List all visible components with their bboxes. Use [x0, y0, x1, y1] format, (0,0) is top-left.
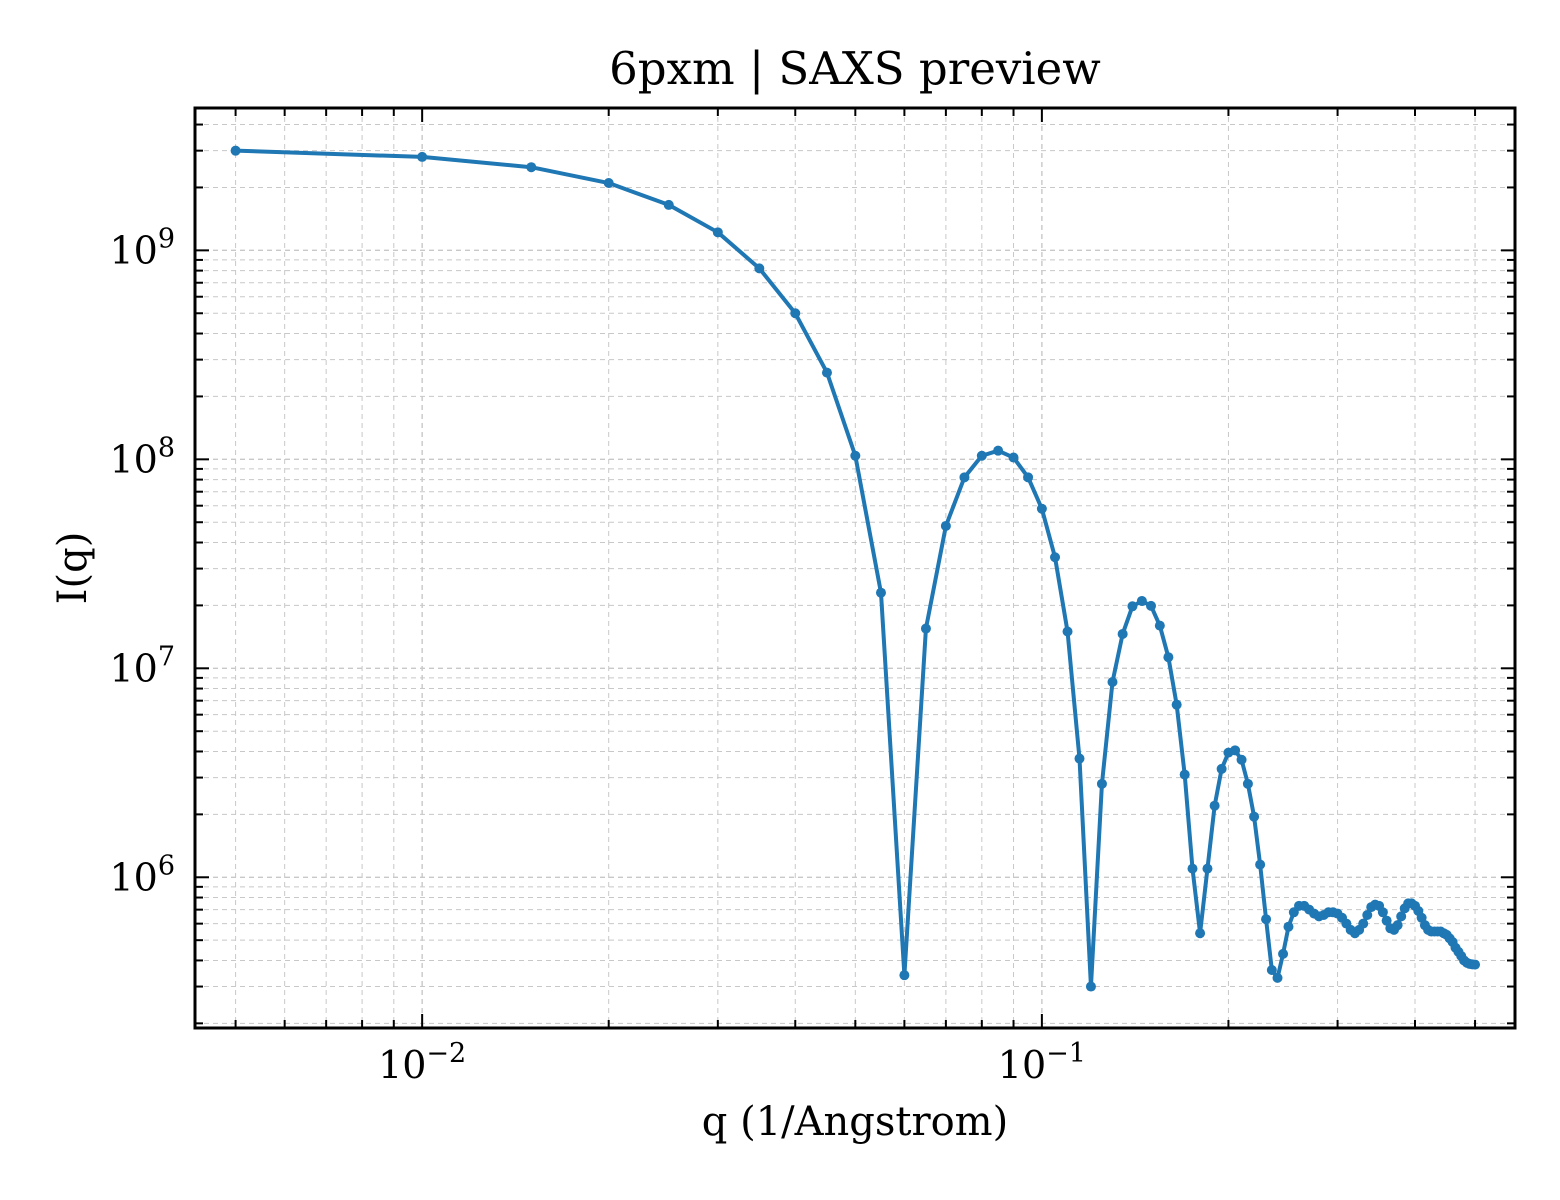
y-tick-label: 109: [109, 223, 175, 272]
x-tick-label: 10−1: [998, 1038, 1086, 1087]
data-point: [875, 587, 886, 598]
tick-labels: 10−2 10−1 106 107 108 109: [109, 223, 1086, 1087]
data-point: [1358, 918, 1369, 929]
data-point: [1255, 859, 1266, 870]
x-axis-label: q (1/Angstrom): [702, 1099, 1008, 1145]
data-point: [1171, 699, 1182, 710]
data-point: [821, 367, 832, 378]
data-point: [1187, 863, 1198, 874]
grid-lines: [195, 108, 1515, 1028]
data-point: [1242, 778, 1253, 789]
data-point: [1216, 763, 1227, 774]
data-point: [920, 623, 931, 634]
data-point: [1023, 472, 1034, 483]
data-point: [993, 445, 1004, 456]
data-point: [1085, 981, 1096, 992]
y-tick-label: 106: [109, 850, 175, 899]
data-point: [1195, 928, 1206, 939]
data-point: [1163, 652, 1174, 663]
data-point: [1392, 920, 1403, 931]
data-point: [1362, 909, 1373, 920]
data-point: [899, 970, 910, 981]
data-point: [417, 151, 428, 162]
data-point: [663, 199, 674, 210]
data-point: [1272, 972, 1283, 983]
plot-frame: [193, 106, 1517, 1030]
data-point: [1117, 628, 1128, 639]
data-point: [1209, 800, 1220, 811]
data-point: [1062, 626, 1073, 637]
data-point: [1261, 914, 1272, 925]
y-axis-label: I(q): [50, 532, 96, 605]
data-point: [1008, 452, 1019, 463]
data-point: [1074, 753, 1085, 764]
data-point: [1096, 778, 1107, 789]
data-point: [1249, 811, 1260, 822]
data-point: [1154, 620, 1165, 631]
data-point: [603, 178, 614, 189]
data-point: [1230, 745, 1241, 756]
data-point: [850, 450, 861, 461]
data-point: [230, 145, 241, 156]
data-point: [1050, 552, 1061, 563]
series-layer: [230, 145, 1481, 992]
data-point: [1377, 907, 1388, 918]
data-point: [712, 227, 723, 238]
data-point: [1278, 948, 1289, 959]
data-point: [1202, 863, 1213, 874]
data-point: [1179, 769, 1190, 780]
data-point: [1283, 921, 1294, 932]
data-point: [1107, 676, 1118, 687]
data-point: [790, 308, 801, 319]
chart-title: 6pxm | SAXS preview: [609, 42, 1101, 95]
x-tick-label: 10−2: [378, 1038, 466, 1087]
data-point: [1236, 754, 1247, 765]
data-point: [1266, 964, 1277, 975]
data-point: [1470, 959, 1481, 970]
data-point: [754, 263, 765, 274]
data-point: [1396, 911, 1407, 922]
data-point: [1136, 595, 1147, 606]
data-point: [959, 472, 970, 483]
data-point: [1381, 915, 1392, 926]
data-point: [976, 450, 987, 461]
y-tick-label: 107: [109, 641, 175, 690]
data-point: [1036, 503, 1047, 514]
data-point: [1127, 601, 1138, 612]
y-tick-label: 108: [109, 432, 175, 481]
data-point: [526, 162, 537, 173]
data-point: [1146, 600, 1157, 611]
data-point: [940, 520, 951, 531]
